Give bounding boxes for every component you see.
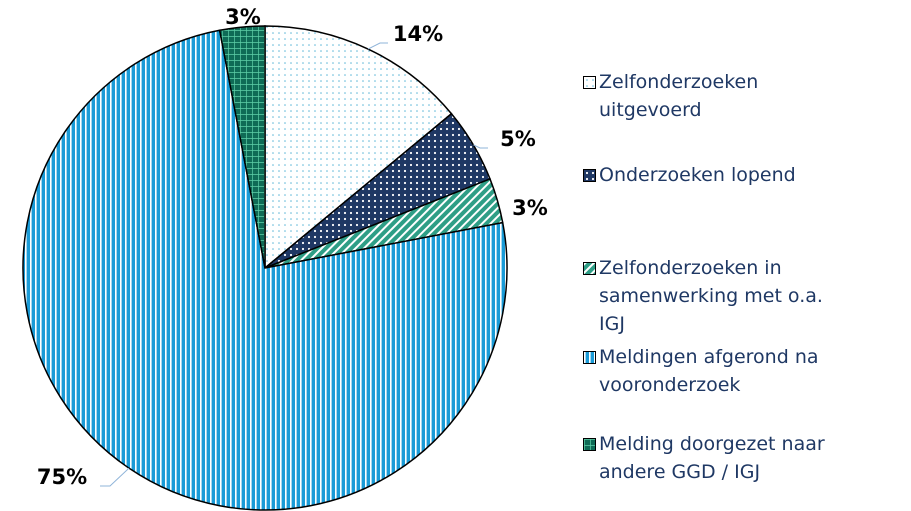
legend-label: Melding doorgezet naar andere GGD / IGJ [599, 433, 825, 483]
legend-item: Melding doorgezet naar andere GGD / IGJ [583, 430, 853, 486]
legend-label: Zelfonderzoeken uitgevoerd [599, 71, 759, 121]
data-label: 3% [512, 196, 548, 220]
legend-swatch [583, 76, 596, 89]
data-label: 5% [500, 127, 536, 151]
data-label: 3% [225, 5, 261, 29]
legend-swatch [583, 438, 596, 451]
legend-swatch [583, 351, 596, 364]
leader-line [100, 467, 130, 487]
data-label: 75% [37, 465, 87, 489]
legend-item: Meldingen afgerond na vooronderzoek [583, 343, 853, 399]
data-label: 14% [393, 22, 443, 46]
legend-label: Meldingen afgerond na vooronderzoek [599, 346, 819, 396]
legend-label: Onderzoeken lopend [599, 164, 796, 186]
leader-line [473, 144, 488, 149]
pie-slice [22, 29, 508, 511]
pie-slice [264, 25, 453, 270]
pie-slice [218, 25, 266, 269]
legend-swatch [583, 169, 596, 182]
legend-item: Onderzoeken lopend [583, 161, 853, 189]
leader-line [367, 42, 388, 50]
legend-label: Zelfonderzoeken in samenwerking met o.a.… [599, 257, 823, 335]
legend-item: Zelfonderzoeken in samenwerking met o.a.… [583, 254, 853, 338]
legend-item: Zelfonderzoeken uitgevoerd [583, 68, 853, 124]
legend-swatch [583, 262, 596, 275]
